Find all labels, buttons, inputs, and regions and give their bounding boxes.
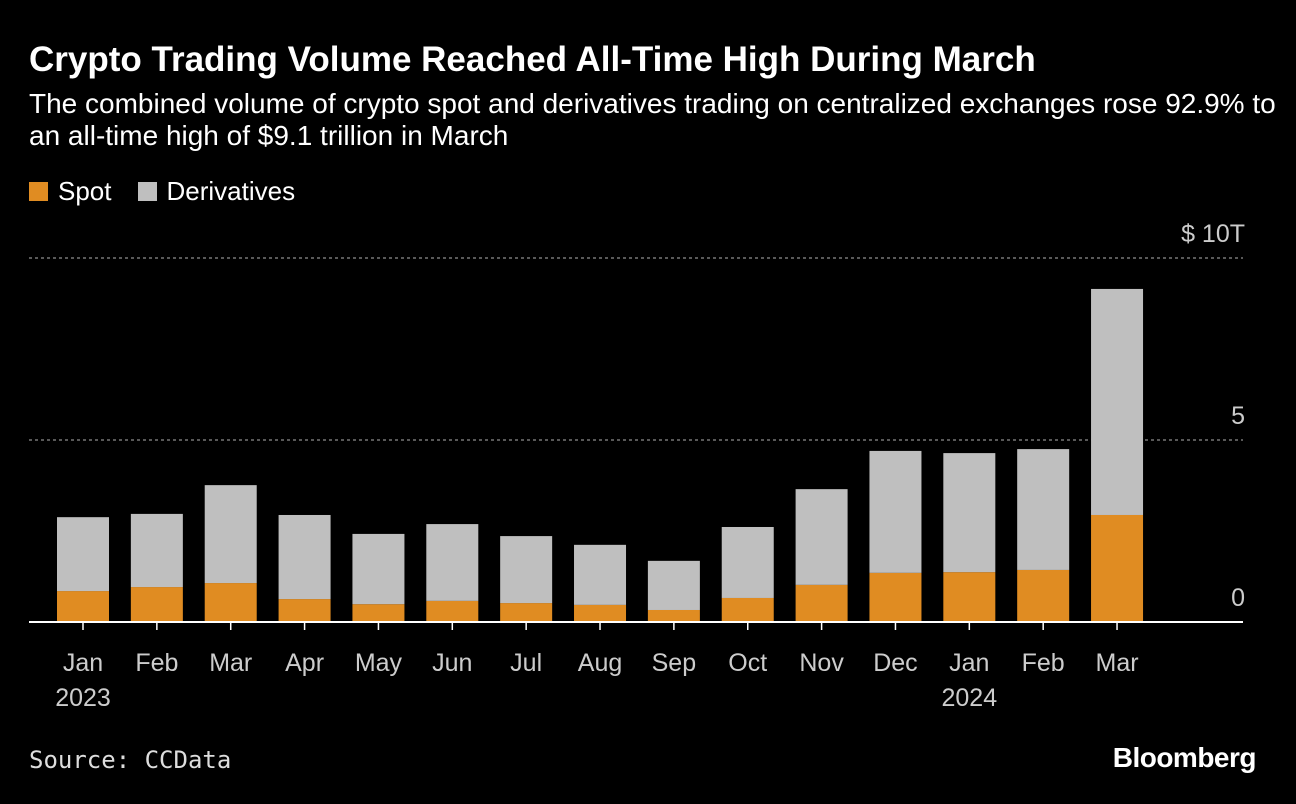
y-tick-label: $ 10T bbox=[1181, 220, 1245, 248]
bar-derivatives bbox=[500, 536, 553, 604]
source-note: Source: CCData bbox=[29, 746, 232, 774]
x-tick-label: Oct bbox=[728, 649, 767, 677]
legend-label-spot: Spot bbox=[58, 176, 112, 206]
bar-spot bbox=[721, 597, 774, 622]
bar-spot bbox=[130, 587, 183, 622]
x-year-label: 2024 bbox=[942, 684, 998, 712]
bar-derivatives bbox=[57, 517, 109, 592]
bar-spot bbox=[869, 572, 922, 622]
x-tick-label: Aug bbox=[578, 649, 622, 677]
bar-spot bbox=[352, 604, 405, 622]
bar-spot bbox=[647, 609, 700, 622]
legend-label-derivatives: Derivatives bbox=[166, 176, 296, 206]
bar-spot bbox=[1017, 569, 1070, 622]
bar-derivatives bbox=[204, 485, 257, 584]
bar-derivatives bbox=[647, 560, 700, 610]
bar-spot bbox=[574, 604, 627, 622]
x-tick-label: Jan bbox=[949, 649, 989, 677]
bloomberg-logo: Bloomberg bbox=[1112, 742, 1257, 773]
bar-derivatives bbox=[721, 526, 774, 598]
bar-spot bbox=[426, 600, 479, 622]
x-tick-label: Mar bbox=[209, 649, 252, 677]
x-year-label: 2023 bbox=[55, 684, 111, 712]
legend-swatch-spot bbox=[29, 182, 48, 201]
x-tick-label: Jan bbox=[63, 649, 103, 677]
chart-title: Crypto Trading Volume Reached All-Time H… bbox=[29, 40, 1036, 79]
x-tick-label: Apr bbox=[285, 649, 324, 677]
bar-spot bbox=[204, 583, 257, 622]
legend-swatch-derivatives bbox=[137, 182, 157, 201]
x-tick-label: Jun bbox=[432, 649, 472, 677]
bar-derivatives bbox=[1017, 449, 1070, 570]
x-tick-label: Sep bbox=[652, 649, 696, 677]
y-tick-label: 0 bbox=[1231, 584, 1245, 612]
x-tick-label: Feb bbox=[135, 649, 178, 677]
bar-derivatives bbox=[130, 513, 183, 588]
bar-spot bbox=[795, 584, 848, 622]
x-tick-label: Dec bbox=[873, 649, 917, 677]
chart-subtitle: The combined volume of crypto spot and d… bbox=[29, 88, 1276, 151]
bar-derivatives bbox=[426, 524, 479, 601]
bar-derivatives bbox=[352, 533, 405, 605]
bar-spot bbox=[57, 591, 109, 622]
x-tick-label: Jul bbox=[510, 649, 542, 677]
legend-item-spot: Spot bbox=[29, 176, 112, 207]
bar-spot bbox=[1091, 514, 1144, 622]
bar-derivatives bbox=[574, 544, 627, 605]
bar-derivatives bbox=[869, 450, 922, 573]
bar-spot bbox=[943, 572, 996, 622]
x-tick-label: Mar bbox=[1096, 649, 1139, 677]
x-tick-label: Feb bbox=[1022, 649, 1065, 677]
x-tick-label: May bbox=[355, 649, 403, 677]
bar-spot bbox=[500, 603, 553, 622]
bar-derivatives bbox=[795, 489, 848, 585]
bar-derivatives bbox=[1091, 288, 1144, 515]
x-tick-label: Nov bbox=[799, 649, 844, 677]
bar-derivatives bbox=[943, 453, 996, 573]
legend: Spot Derivatives bbox=[29, 176, 295, 207]
bar-derivatives bbox=[278, 514, 331, 600]
bar-spot bbox=[278, 599, 331, 622]
y-tick-label: 5 bbox=[1231, 402, 1245, 430]
legend-item-derivatives: Derivatives bbox=[137, 176, 296, 207]
